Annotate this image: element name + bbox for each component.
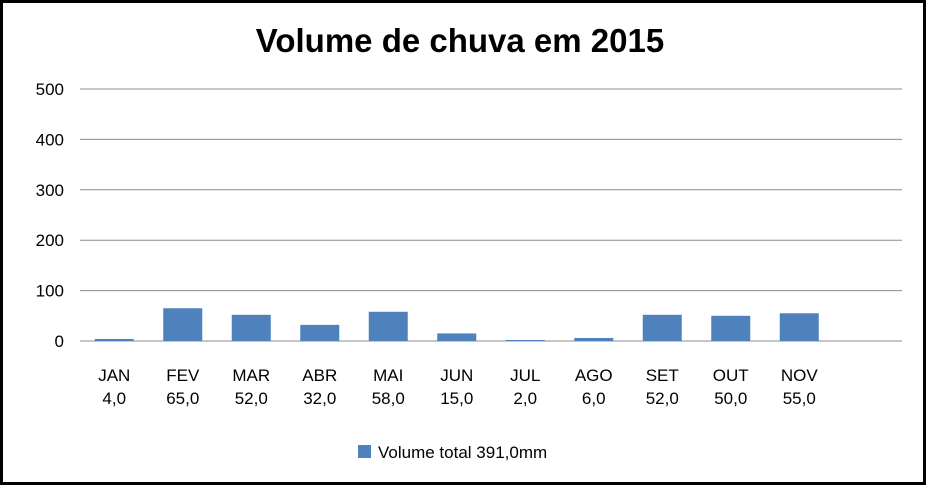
x-tick-label: FEV (166, 366, 200, 385)
y-tick-label: 100 (36, 282, 64, 301)
data-label: 52,0 (235, 389, 268, 408)
x-tick-label: JAN (98, 366, 130, 385)
data-label: 15,0 (440, 389, 473, 408)
bar-jan (94, 338, 134, 341)
data-label: 32,0 (303, 389, 336, 408)
bar-jul (505, 339, 545, 341)
bar-out (711, 315, 751, 341)
x-tick-label: JUN (440, 366, 473, 385)
x-tick-label: NOV (781, 366, 819, 385)
bar-nov (779, 313, 819, 341)
bar-mar (231, 314, 271, 341)
legend-swatch (358, 445, 371, 458)
data-label: 52,0 (646, 389, 679, 408)
data-label: 58,0 (372, 389, 405, 408)
y-tick-label: 200 (36, 231, 64, 250)
data-label: 55,0 (783, 389, 816, 408)
x-tick-label: MAI (373, 366, 403, 385)
bar-abr (300, 324, 340, 341)
chart-title: Volume de chuva em 2015 (255, 22, 665, 59)
y-tick-label: 400 (36, 130, 64, 149)
y-tick-label: 500 (36, 80, 64, 99)
data-label: 2,0 (513, 389, 537, 408)
bar-ago (574, 337, 614, 341)
x-tick-label: SET (646, 366, 679, 385)
x-tick-label: OUT (713, 366, 749, 385)
legend-label: Volume total 391,0mm (378, 443, 547, 462)
data-label: 50,0 (714, 389, 747, 408)
x-tick-label: JUL (510, 366, 540, 385)
data-label: 65,0 (166, 389, 199, 408)
bar-mai (368, 311, 408, 341)
bar-fev (163, 308, 203, 341)
data-label: 4,0 (102, 389, 126, 408)
bar-jun (437, 333, 477, 341)
x-tick-label: AGO (575, 366, 613, 385)
x-tick-label: ABR (302, 366, 337, 385)
bar-set (642, 314, 682, 341)
data-label: 6,0 (582, 389, 606, 408)
y-tick-label: 300 (36, 181, 64, 200)
x-tick-label: MAR (232, 366, 270, 385)
y-tick-label: 0 (55, 332, 64, 351)
